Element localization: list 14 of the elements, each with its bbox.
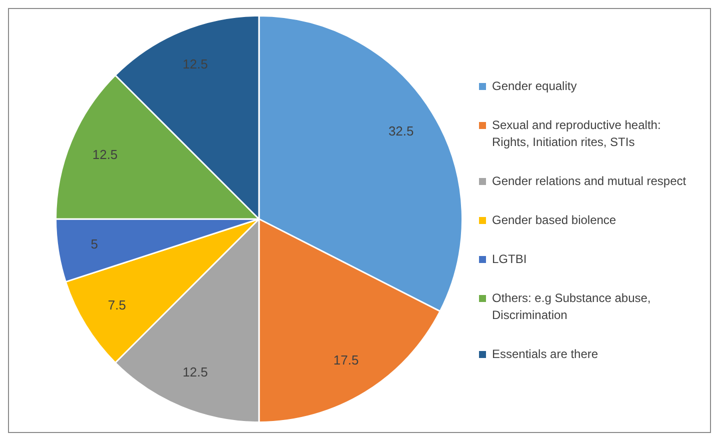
legend-label: LGTBI <box>492 251 527 268</box>
legend-label: Sexual and reproductive health: Rights, Initiation rites, STIs <box>492 117 662 151</box>
data-label: 32.5 <box>388 123 414 138</box>
legend-label: Gender based biolence <box>492 212 616 229</box>
legend-label: Gender relations and mutual respect <box>492 173 686 190</box>
legend-label: Others: e.g Substance abuse, Discrimination <box>492 290 652 324</box>
data-label: 5 <box>90 236 98 252</box>
data-label: 7.5 <box>108 298 126 313</box>
data-label: 12.5 <box>92 146 118 162</box>
legend-label: Gender equality <box>492 78 577 95</box>
legend-label: Essentials are there <box>492 346 598 363</box>
data-label: 12.5 <box>182 364 208 380</box>
data-label: 17.5 <box>333 352 359 368</box>
data-label: 12.5 <box>182 56 208 72</box>
